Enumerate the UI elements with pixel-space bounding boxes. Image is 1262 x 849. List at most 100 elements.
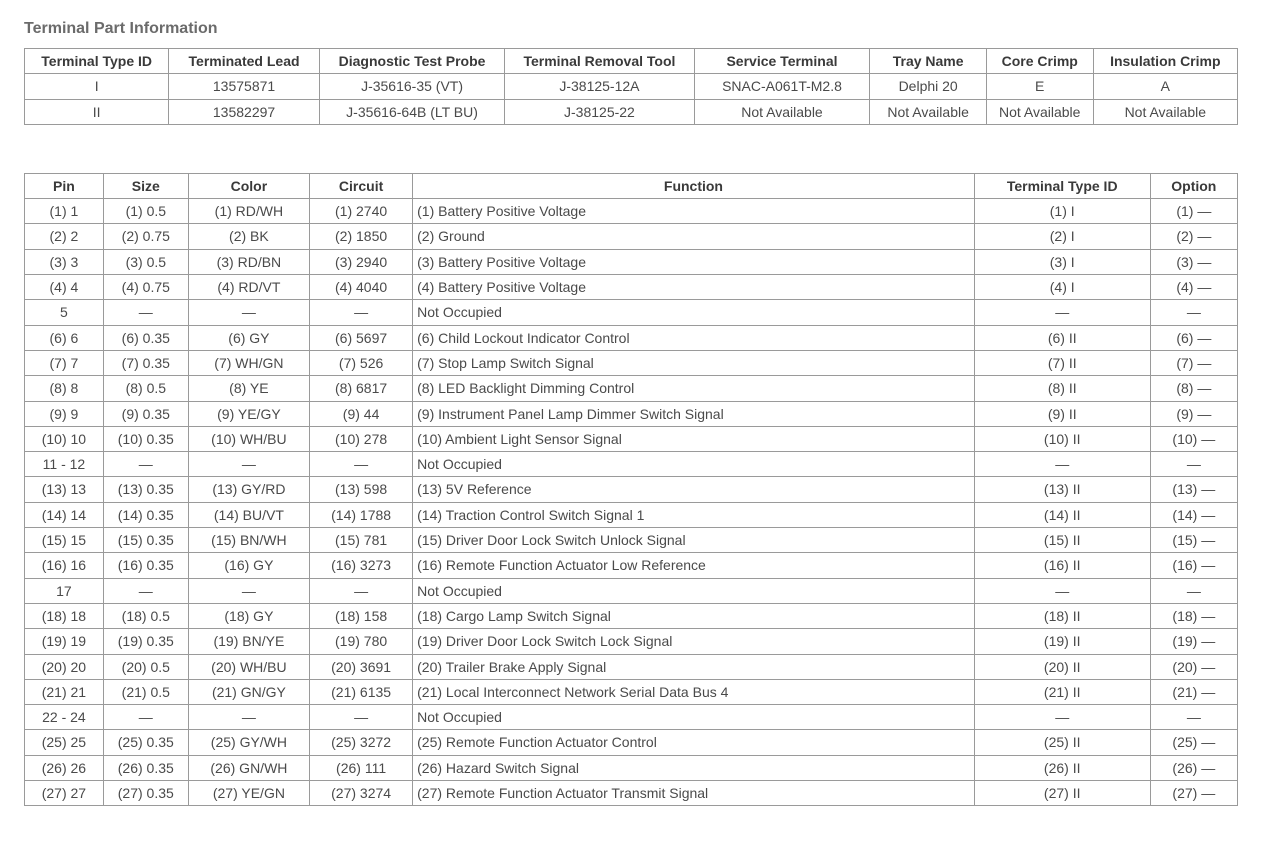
terminal-table-cell: II xyxy=(25,99,169,124)
pin-table-cell: (25) GY/WH xyxy=(188,730,309,755)
pin-table-cell: (25) 0.35 xyxy=(103,730,188,755)
pin-table-cell: (16) GY xyxy=(188,553,309,578)
pin-table-row: (10) 10(10) 0.35(10) WH/BU(10) 278(10) A… xyxy=(25,426,1238,451)
pin-table-row: (20) 20(20) 0.5(20) WH/BU(20) 3691(20) T… xyxy=(25,654,1238,679)
pin-table-head: PinSizeColorCircuitFunctionTerminal Type… xyxy=(25,173,1238,198)
pin-table-cell: — xyxy=(974,452,1150,477)
pin-table-cell: (4) 4040 xyxy=(310,275,413,300)
pin-table-cell: (19) — xyxy=(1150,629,1237,654)
pin-table-cell: (10) WH/BU xyxy=(188,426,309,451)
pin-table-cell: (19) BN/YE xyxy=(188,629,309,654)
pin-table-body: (1) 1(1) 0.5(1) RD/WH(1) 2740(1) Battery… xyxy=(25,199,1238,806)
pin-table: PinSizeColorCircuitFunctionTerminal Type… xyxy=(24,173,1238,806)
pin-table-cell: (26) 111 xyxy=(310,755,413,780)
pin-table-cell: — xyxy=(1150,705,1237,730)
pin-table-cell: (2) — xyxy=(1150,224,1237,249)
pin-table-cell: (7) II xyxy=(974,350,1150,375)
terminal-part-table: Terminal Type IDTerminated LeadDiagnosti… xyxy=(24,48,1238,125)
terminal-table-cell: J-35616-35 (VT) xyxy=(319,74,505,99)
pin-table-cell: (1) — xyxy=(1150,199,1237,224)
pin-table-cell: 17 xyxy=(25,578,104,603)
pin-table-cell: — xyxy=(974,705,1150,730)
pin-table-cell: (6) 5697 xyxy=(310,325,413,350)
pin-table-cell: (10) 278 xyxy=(310,426,413,451)
pin-table-cell: — xyxy=(103,705,188,730)
pin-table-cell: (27) 27 xyxy=(25,781,104,806)
pin-table-cell: — xyxy=(188,705,309,730)
terminal-table-header-cell: Insulation Crimp xyxy=(1093,49,1237,74)
pin-table-cell: (15) II xyxy=(974,528,1150,553)
pin-table-cell: (16) 16 xyxy=(25,553,104,578)
pin-table-row: (4) 4(4) 0.75(4) RD/VT(4) 4040(4) Batter… xyxy=(25,275,1238,300)
pin-table-cell: (18) — xyxy=(1150,603,1237,628)
pin-table-cell: (15) 781 xyxy=(310,528,413,553)
pin-table-cell: (10) 0.35 xyxy=(103,426,188,451)
pin-table-cell: (9) Instrument Panel Lamp Dimmer Switch … xyxy=(413,401,975,426)
pin-table-cell: (9) 44 xyxy=(310,401,413,426)
pin-table-cell: — xyxy=(1150,578,1237,603)
pin-table-cell: (9) 9 xyxy=(25,401,104,426)
pin-table-cell: (21) GN/GY xyxy=(188,679,309,704)
terminal-table-cell: J-38125-22 xyxy=(505,99,694,124)
pin-table-cell: (4) I xyxy=(974,275,1150,300)
pin-table-row: 11 - 12———Not Occupied—— xyxy=(25,452,1238,477)
pin-table-row: (13) 13(13) 0.35(13) GY/RD(13) 598(13) 5… xyxy=(25,477,1238,502)
pin-table-cell: (9) 0.35 xyxy=(103,401,188,426)
terminal-table-header-cell: Terminal Type ID xyxy=(25,49,169,74)
pin-table-cell: Not Occupied xyxy=(413,578,975,603)
pin-table-row: (2) 2(2) 0.75(2) BK(2) 1850(2) Ground(2)… xyxy=(25,224,1238,249)
pin-table-cell: (2) I xyxy=(974,224,1150,249)
pin-table-cell: Not Occupied xyxy=(413,705,975,730)
pin-table-cell: — xyxy=(1150,300,1237,325)
pin-table-cell: (26) GN/WH xyxy=(188,755,309,780)
pin-table-cell: (3) 3 xyxy=(25,249,104,274)
pin-table-header-cell: Color xyxy=(188,173,309,198)
pin-table-cell: (25) 25 xyxy=(25,730,104,755)
terminal-table-cell: 13582297 xyxy=(169,99,319,124)
pin-table-cell: (14) 14 xyxy=(25,502,104,527)
terminal-table-header-cell: Core Crimp xyxy=(986,49,1093,74)
terminal-table-cell: SNAC-A061T-M2.8 xyxy=(694,74,870,99)
pin-table-cell: (4) Battery Positive Voltage xyxy=(413,275,975,300)
pin-table-row: (16) 16(16) 0.35(16) GY(16) 3273(16) Rem… xyxy=(25,553,1238,578)
pin-table-cell: (15) BN/WH xyxy=(188,528,309,553)
pin-table-cell: (26) Hazard Switch Signal xyxy=(413,755,975,780)
pin-table-cell: (6) II xyxy=(974,325,1150,350)
pin-table-cell: — xyxy=(103,578,188,603)
pin-table-cell: (18) Cargo Lamp Switch Signal xyxy=(413,603,975,628)
terminal-table-header-cell: Diagnostic Test Probe xyxy=(319,49,505,74)
pin-table-cell: (4) 0.75 xyxy=(103,275,188,300)
pin-table-row: (27) 27(27) 0.35(27) YE/GN(27) 3274(27) … xyxy=(25,781,1238,806)
pin-table-cell: (6) Child Lockout Indicator Control xyxy=(413,325,975,350)
terminal-table-cell: J-35616-64B (LT BU) xyxy=(319,99,505,124)
pin-table-cell: (6) 6 xyxy=(25,325,104,350)
pin-table-cell: (8) YE xyxy=(188,376,309,401)
pin-table-cell: (9) II xyxy=(974,401,1150,426)
pin-table-cell: (3) — xyxy=(1150,249,1237,274)
terminal-table-cell: J-38125-12A xyxy=(505,74,694,99)
pin-table-cell: (25) II xyxy=(974,730,1150,755)
pin-table-cell: (9) — xyxy=(1150,401,1237,426)
pin-table-row: (18) 18(18) 0.5(18) GY(18) 158(18) Cargo… xyxy=(25,603,1238,628)
pin-table-cell: (19) 19 xyxy=(25,629,104,654)
pin-table-row: (7) 7(7) 0.35(7) WH/GN(7) 526(7) Stop La… xyxy=(25,350,1238,375)
pin-table-row: (1) 1(1) 0.5(1) RD/WH(1) 2740(1) Battery… xyxy=(25,199,1238,224)
pin-table-row: (21) 21(21) 0.5(21) GN/GY(21) 6135(21) L… xyxy=(25,679,1238,704)
pin-table-header-cell: Terminal Type ID xyxy=(974,173,1150,198)
pin-table-cell: (15) — xyxy=(1150,528,1237,553)
pin-table-cell: (13) 0.35 xyxy=(103,477,188,502)
terminal-table-header-cell: Service Terminal xyxy=(694,49,870,74)
pin-table-cell: (2) 0.75 xyxy=(103,224,188,249)
pin-table-cell: (21) Local Interconnect Network Serial D… xyxy=(413,679,975,704)
pin-table-cell: (8) 0.5 xyxy=(103,376,188,401)
pin-table-cell: (19) 780 xyxy=(310,629,413,654)
pin-table-cell: (7) 0.35 xyxy=(103,350,188,375)
terminal-table-cell: Not Available xyxy=(986,99,1093,124)
pin-table-cell: (13) 598 xyxy=(310,477,413,502)
pin-table-header-row: PinSizeColorCircuitFunctionTerminal Type… xyxy=(25,173,1238,198)
pin-table-cell: (27) Remote Function Actuator Transmit S… xyxy=(413,781,975,806)
pin-table-cell: (25) Remote Function Actuator Control xyxy=(413,730,975,755)
pin-table-cell: (25) 3272 xyxy=(310,730,413,755)
pin-table-cell: — xyxy=(310,452,413,477)
pin-table-cell: Not Occupied xyxy=(413,452,975,477)
